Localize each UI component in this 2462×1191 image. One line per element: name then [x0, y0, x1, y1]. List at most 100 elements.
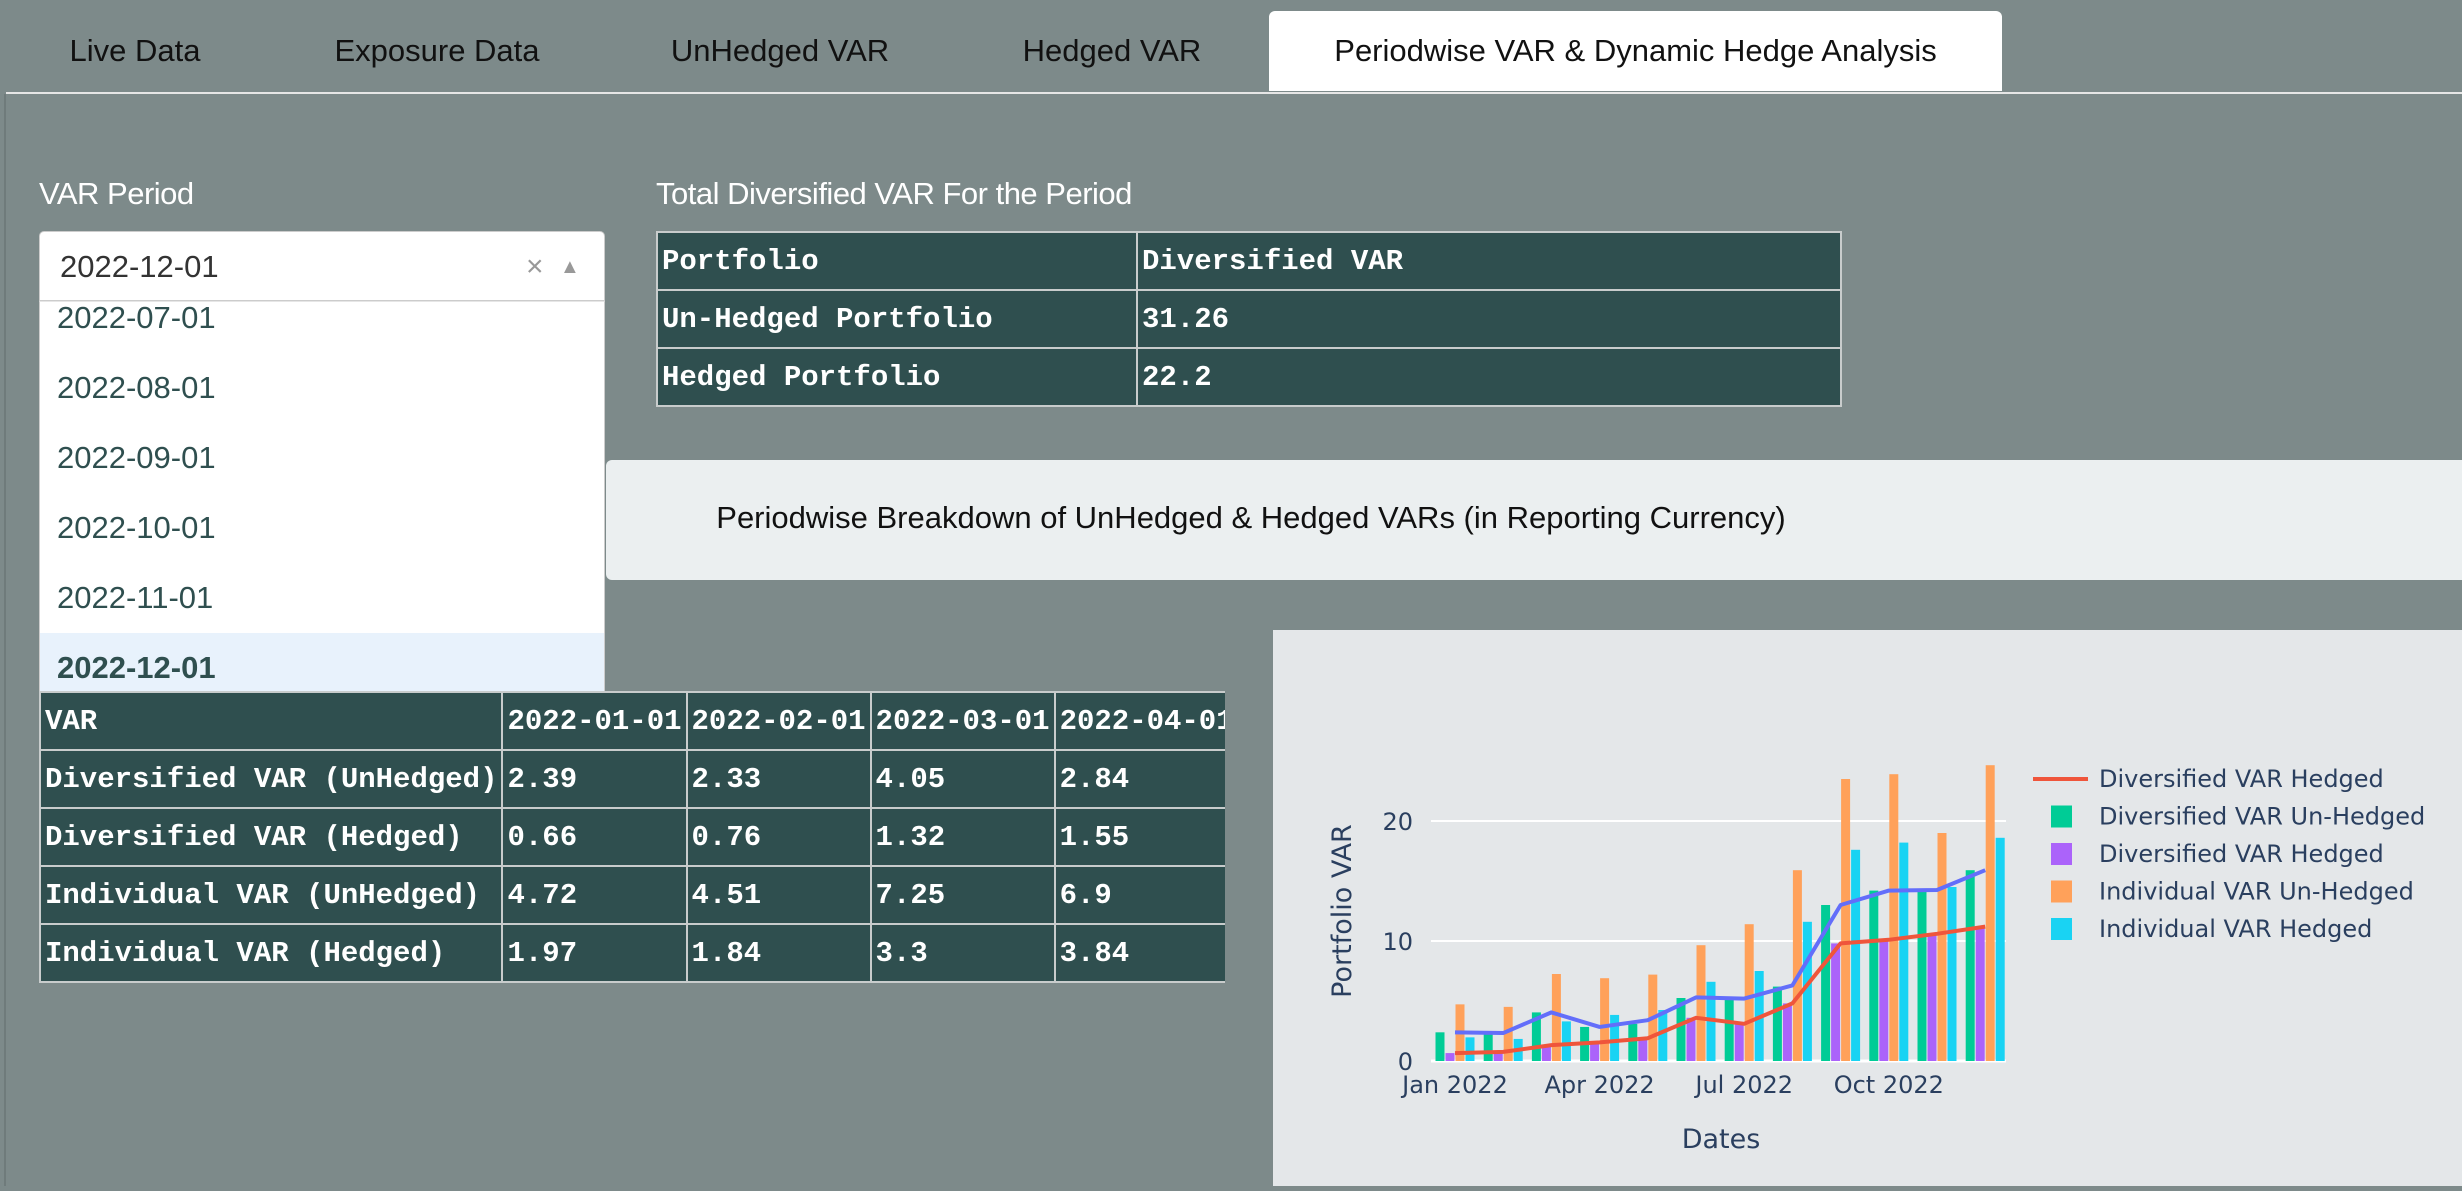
bar-0 — [1821, 905, 1831, 1061]
bar-2 — [1696, 945, 1706, 1061]
bar-0 — [1869, 890, 1879, 1061]
tab-hedged-var[interactable]: Hedged VAR — [1022, 33, 1202, 68]
bar-2 — [1889, 774, 1899, 1061]
legend-label: Individual VAR Un-Hedged — [2099, 878, 2414, 906]
tab-unhedged-var[interactable]: UnHedged VAR — [670, 33, 890, 68]
breakdown-table: VAR 2022-01-01 2022-02-01 2022-03-01 2022-04… — [39, 691, 1225, 983]
breakdown-table-container[interactable]: VAR 2022-01-01 2022-02-01 2022-03-01 2022-04… — [39, 691, 1225, 991]
bar-1 — [1541, 1045, 1551, 1061]
table-cell: Diversified VAR (UnHedged) — [39, 749, 504, 809]
table-cell: 2.33 — [685, 749, 872, 809]
table-header-cell: VAR — [39, 691, 504, 751]
var-period-label: VAR Period — [39, 176, 194, 211]
bar-1 — [1782, 1003, 1792, 1061]
var-period-dropdown[interactable]: 2022-12-01 × ▲ — [39, 231, 605, 301]
bar-3 — [1658, 1010, 1668, 1061]
bar-2 — [1600, 978, 1610, 1061]
bar-2 — [1792, 870, 1802, 1061]
legend-swatch — [2051, 918, 2072, 940]
bar-0 — [1772, 986, 1782, 1061]
bar-3 — [1802, 921, 1812, 1061]
banner-title: Periodwise Breakdown of UnHedged & Hedge… — [716, 500, 1786, 535]
bar-0 — [1483, 1033, 1493, 1061]
bar-2 — [1937, 833, 1947, 1061]
bar-2 — [1985, 765, 1995, 1061]
dropdown-option[interactable]: 2022-08-01 — [57, 370, 216, 405]
table-cell: 3.3 — [869, 923, 1056, 983]
tab-periodwise-var[interactable]: Periodwise VAR & Dynamic Hedge Analysis — [1269, 11, 2002, 91]
legend-swatch — [2051, 843, 2072, 865]
table-row: Diversified VAR (UnHedged) 2.39 2.33 4.05 2.… — [39, 749, 1225, 809]
dropdown-option[interactable]: 2022-09-01 — [57, 440, 216, 475]
table-header-row: Portfolio Diversified VAR — [656, 231, 1842, 291]
dropdown-menu[interactable]: 2022-07-01 2022-08-01 2022-09-01 2022-10… — [39, 301, 605, 697]
table-header-cell: 2022-02-01 — [685, 691, 872, 751]
bar-3 — [1899, 842, 1909, 1061]
bar-3 — [1561, 1021, 1571, 1061]
table-header-cell: Portfolio — [656, 231, 1138, 291]
dropdown-option-selected[interactable]: 2022-12-01 — [40, 633, 604, 696]
chart-svg: 0 10 20 Jan 2022 Apr 2022 Jul 2022 Oct 2022 Dat… — [1327, 765, 2425, 1155]
table-header-cell: 2022-04-01 — [1053, 691, 1225, 751]
legend-label: Diversified VAR Hedged — [2099, 840, 2384, 868]
bar-1 — [1831, 943, 1841, 1061]
bar-0 — [1676, 998, 1686, 1061]
bar-1 — [1590, 1042, 1600, 1061]
bar-3 — [1947, 887, 1957, 1061]
x-tick-label: Oct 2022 — [1834, 1071, 1944, 1099]
bar-1 — [1638, 1037, 1648, 1061]
content-border — [4, 94, 6, 1186]
bar-0 — [1724, 998, 1734, 1061]
bar-0 — [1628, 1023, 1638, 1061]
table-header-cell: Diversified VAR — [1136, 231, 1842, 291]
chevron-up-icon[interactable]: ▲ — [560, 256, 580, 278]
table-cell: Hedged Portfolio — [656, 347, 1138, 407]
series-line — [1454, 924, 1986, 1056]
table-header-cell: 2022-01-01 — [501, 691, 688, 751]
table-cell: 6.9 — [1053, 865, 1225, 925]
table-cell: 0.66 — [501, 807, 688, 867]
bar-2 — [1841, 779, 1851, 1061]
bar-2 — [1551, 974, 1561, 1061]
bar-0 — [1531, 1012, 1541, 1061]
table-cell: 4.05 — [869, 749, 1056, 809]
table-row: Individual VAR (Hedged) 1.97 1.84 3.3 3.84 — [39, 923, 1225, 983]
dropdown-option[interactable]: 2022-10-01 — [57, 510, 216, 545]
table-cell: Individual VAR (Hedged) — [39, 923, 504, 983]
bar-1 — [1927, 933, 1937, 1061]
legend-swatch — [2051, 805, 2072, 828]
table-cell: 0.76 — [685, 807, 872, 867]
table-cell: 22.2 — [1136, 347, 1842, 407]
tab-live-data[interactable]: Live Data — [69, 33, 201, 68]
bar-3 — [1610, 1014, 1620, 1061]
bar-3 — [1995, 837, 2005, 1061]
table-cell: 31.26 — [1136, 289, 1842, 349]
bar-1 — [1686, 1017, 1696, 1061]
bar-2 — [1503, 1006, 1513, 1061]
dropdown-option[interactable]: 2022-07-01 — [57, 301, 216, 335]
bar-0 — [1435, 1032, 1445, 1061]
clear-icon[interactable]: × — [526, 250, 544, 283]
table-cell: 1.97 — [501, 923, 688, 983]
table-cell: 4.72 — [501, 865, 688, 925]
tab-divider — [6, 92, 2462, 94]
table-cell: 2.39 — [501, 749, 688, 809]
dropdown-option[interactable]: 2022-11-01 — [57, 580, 214, 615]
table-cell: 7.25 — [869, 865, 1056, 925]
y-tick-label: 20 — [1382, 808, 1413, 836]
x-tick-label: Jan 2022 — [1400, 1071, 1508, 1099]
table-cell: 1.32 — [869, 807, 1056, 867]
legend-label: Diversified VAR Un-Hedged — [2099, 803, 2425, 831]
table-cell: 2.84 — [1053, 749, 1225, 809]
table-cell: 3.84 — [1053, 923, 1225, 983]
tab-exposure-data[interactable]: Exposure Data — [334, 33, 540, 68]
legend-label: Individual VAR Hedged — [2099, 915, 2372, 943]
table-cell: 4.51 — [685, 865, 872, 925]
total-var-table: Portfolio Diversified VAR Un-Hedged Port… — [656, 231, 1842, 407]
series-line — [1454, 868, 1986, 1036]
y-tick-label: 0 — [1398, 1048, 1413, 1076]
tab-bar: Live Data Exposure Data UnHedged VAR Hed… — [0, 0, 2462, 94]
x-axis-title: Dates — [1682, 1124, 1761, 1155]
bar-3 — [1851, 849, 1861, 1061]
dropdown-selected-value: 2022-12-01 — [60, 249, 219, 284]
